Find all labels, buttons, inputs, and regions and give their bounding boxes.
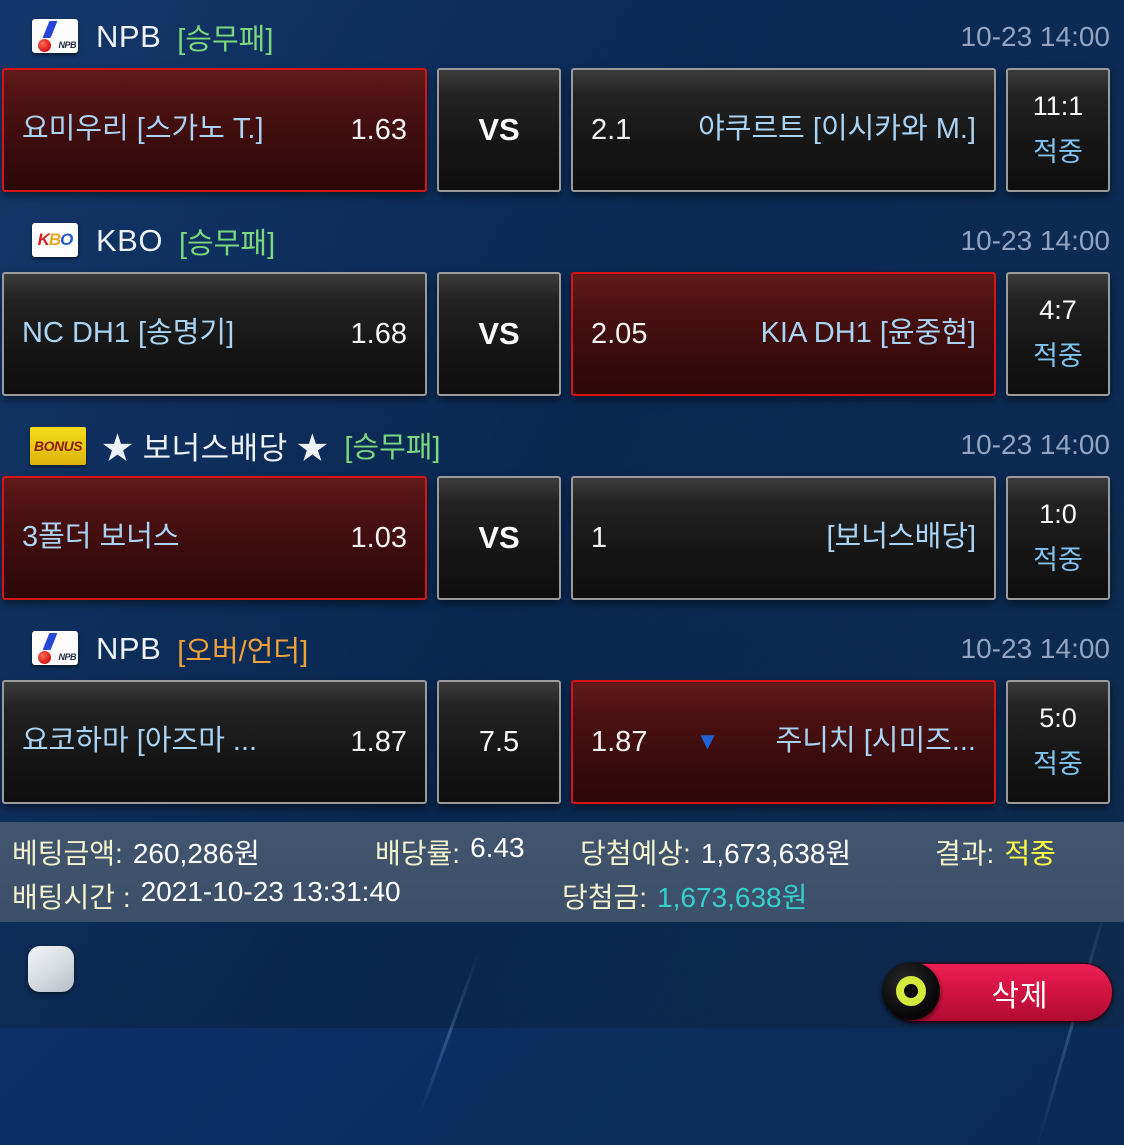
final-score: 1:0 [1039, 499, 1077, 529]
home-pick-button[interactable]: 3폴더 보너스 1.03 [2, 476, 427, 600]
away-team-name: KIA DH1 [윤중현] [760, 317, 976, 350]
npb-logo-icon: NPB [30, 17, 80, 57]
final-score: 5:0 [1039, 703, 1077, 733]
delete-button[interactable]: 삭제 [882, 962, 1112, 1021]
market-type: [승무패] [344, 432, 441, 464]
home-odds: 1.68 [350, 317, 407, 350]
center-label: VS [478, 520, 520, 555]
match-datetime: 10-23 14:00 [960, 633, 1110, 664]
draw-pick-button[interactable]: VS [437, 272, 561, 396]
match-row: NC DH1 [송명기] 1.68 VS 2.05 KIA DH1 [윤중현] … [0, 272, 1124, 396]
home-team-name: 3폴더 보너스 [22, 521, 180, 554]
pick-result: 적중 [1033, 341, 1083, 371]
away-odds: 2.1 [591, 113, 632, 146]
league-name: NPB [96, 19, 162, 54]
summary-row-2: 배팅시간 : 2021-10-23 13:31:40 당첨금: 1,673,63… [12, 874, 1112, 918]
away-pick-button[interactable]: 1 [보너스배당] [571, 476, 996, 600]
away-team-name: 야쿠르트 [이시카와 M.] [698, 113, 976, 146]
match-section-kbo: KBO KBO [승무패] 10-23 14:00 NC DH1 [송명기] 1… [0, 210, 1124, 396]
home-odds: 1.63 [350, 113, 407, 146]
match-section-npb-2: NPB NPB [오버/언더] 10-23 14:00 요코하마 [아즈마 ..… [0, 618, 1124, 804]
home-odds: 1.03 [350, 521, 407, 554]
market-type: [승무패] [178, 228, 276, 260]
match-row: 요미우리 [스가노 T.] 1.63 VS 2.1 야쿠르트 [이시카와 M.]… [0, 68, 1124, 192]
market-type: [승무패] [177, 24, 274, 56]
section-header: BONUS ★ 보너스배당 ★ [승무패] 10-23 14:00 [0, 414, 1124, 476]
expected-winnings: 당첨예상: 1,673,638원 [580, 838, 852, 869]
league-name: ★ 보너스배당 ★ [102, 430, 329, 466]
match-row: 요코하마 [아즈마 ... 1.87 7.5 1.87 ▼ 주니치 [시미즈..… [0, 680, 1124, 804]
score-result-box: 1:0 적중 [1006, 476, 1110, 600]
summary-row-1: 베팅금액: 260,286원 배당률: 6.43 당첨예상: 1,673,638… [12, 830, 1112, 874]
payout: 당첨금: 1,673,638원 [562, 882, 808, 913]
select-checkbox[interactable] [28, 946, 74, 992]
home-team-name: 요코하마 [아즈마 ... [22, 725, 258, 758]
over-pick-button[interactable]: 요코하마 [아즈마 ... 1.87 [2, 680, 427, 804]
pick-result: 적중 [1033, 137, 1083, 167]
away-odds: 2.05 [591, 317, 648, 350]
delete-button-label: 삭제 [991, 979, 1049, 1013]
bet-amount: 베팅금액: 260,286원 [12, 838, 260, 869]
away-odds: 1.87 [591, 725, 648, 758]
pick-result: 적중 [1033, 545, 1083, 575]
away-team-name: [보너스배당] [826, 521, 976, 554]
draw-pick-button[interactable]: VS [437, 68, 561, 192]
bonus-badge-icon: BONUS [30, 426, 86, 465]
under-pick-button[interactable]: 1.87 ▼ 주니치 [시미즈... [571, 680, 996, 804]
home-odds: 1.87 [350, 725, 407, 758]
final-score: 11:1 [1032, 91, 1084, 121]
match-row: 3폴더 보너스 1.03 VS 1 [보너스배당] 1:0 적중 [0, 476, 1124, 600]
score-result-box: 5:0 적중 [1006, 680, 1110, 804]
baseline-value: 7.5 [478, 725, 520, 758]
bet-summary-bar: 베팅금액: 260,286원 배당률: 6.43 당첨예상: 1,673,638… [0, 822, 1124, 922]
bet-history-card: NPB NPB [승무패] 10-23 14:00 요미우리 [스가노 T.] … [0, 6, 1124, 1028]
bet-time: 배팅시간 : 2021-10-23 13:31:40 [12, 876, 401, 913]
match-section-bonus: BONUS ★ 보너스배당 ★ [승무패] 10-23 14:00 3폴더 보너… [0, 414, 1124, 600]
npb-logo-icon: NPB [30, 629, 80, 669]
final-score: 4:7 [1039, 295, 1077, 325]
baseline-box: 7.5 [437, 680, 561, 804]
bet-result: 결과: 적중 [935, 838, 1056, 869]
match-datetime: 10-23 14:00 [960, 21, 1110, 52]
pick-result: 적중 [1033, 749, 1083, 779]
under-arrow-icon: ▼ [695, 728, 720, 755]
total-odds: 배당률: 6.43 [375, 832, 525, 869]
home-team-name: NC DH1 [송명기] [22, 317, 235, 350]
away-pick-button[interactable]: 2.1 야쿠르트 [이시카와 M.] [571, 68, 996, 192]
bottom-action-bar: 삭제 [0, 922, 1124, 1028]
center-label: VS [478, 112, 520, 147]
match-datetime: 10-23 14:00 [960, 429, 1110, 460]
home-team-name: 요미우리 [스가노 T.] [22, 113, 264, 146]
away-team-name: 주니치 [시미즈... [775, 725, 976, 758]
section-header: NPB NPB [승무패] 10-23 14:00 [0, 6, 1124, 68]
center-label: VS [478, 316, 520, 351]
match-datetime: 10-23 14:00 [960, 225, 1110, 256]
away-odds: 1 [591, 521, 608, 554]
away-pick-button[interactable]: 2.05 KIA DH1 [윤중현] [571, 272, 996, 396]
section-header: KBO KBO [승무패] 10-23 14:00 [0, 210, 1124, 272]
home-pick-button[interactable]: NC DH1 [송명기] 1.68 [2, 272, 427, 396]
market-type: [오버/언더] [177, 636, 309, 668]
kbo-logo-icon: KBO [30, 221, 80, 261]
section-header: NPB NPB [오버/언더] 10-23 14:00 [0, 618, 1124, 680]
target-orb-icon [882, 962, 940, 1020]
league-name: NPB [96, 631, 162, 666]
match-section-npb-1: NPB NPB [승무패] 10-23 14:00 요미우리 [스가노 T.] … [0, 6, 1124, 192]
score-result-box: 11:1 적중 [1006, 68, 1110, 192]
league-name: KBO [96, 223, 163, 258]
draw-pick-button[interactable]: VS [437, 476, 561, 600]
home-pick-button[interactable]: 요미우리 [스가노 T.] 1.63 [2, 68, 427, 192]
score-result-box: 4:7 적중 [1006, 272, 1110, 396]
